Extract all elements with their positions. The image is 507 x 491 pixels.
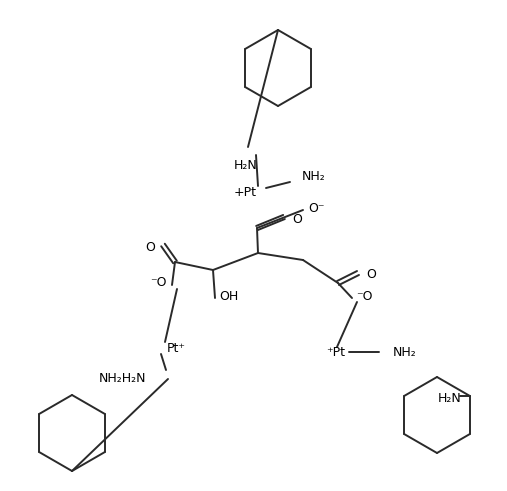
Text: O: O xyxy=(292,213,302,225)
Text: O⁻: O⁻ xyxy=(308,201,324,215)
Text: H₂N: H₂N xyxy=(234,159,258,172)
Text: Pt⁺: Pt⁺ xyxy=(167,342,186,355)
Text: O: O xyxy=(145,241,155,253)
Text: H₂N: H₂N xyxy=(438,391,462,405)
Text: +Pt: +Pt xyxy=(234,186,257,198)
Text: OH: OH xyxy=(219,290,238,302)
Text: NH₂H₂N: NH₂H₂N xyxy=(98,373,146,385)
Text: NH₂: NH₂ xyxy=(393,346,417,358)
Text: ⁻O: ⁻O xyxy=(356,290,373,302)
Text: ⁺Pt: ⁺Pt xyxy=(326,346,345,358)
Text: ⁻O: ⁻O xyxy=(151,276,167,290)
Text: O: O xyxy=(366,269,376,281)
Text: NH₂: NH₂ xyxy=(302,169,326,183)
